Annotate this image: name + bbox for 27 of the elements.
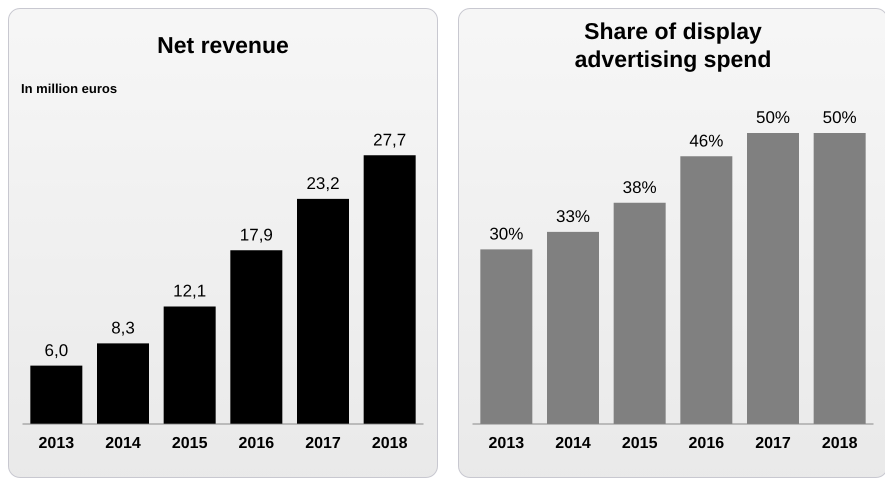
data-label: 50% (822, 108, 857, 128)
data-label: 33% (556, 207, 590, 226)
x-tick-label: 2015 (622, 434, 658, 452)
data-label: 17,9 (240, 225, 273, 244)
data-label: 12,1 (173, 282, 206, 301)
data-label: 8,3 (111, 318, 135, 338)
x-tick-label: 2014 (555, 434, 591, 452)
x-tick-label: 2018 (822, 434, 858, 452)
x-tick-label: 2016 (238, 434, 274, 452)
x-tick-label: 2016 (688, 434, 724, 452)
chart-subtitle: In million euros (21, 81, 118, 96)
x-tick-label: 2017 (755, 434, 791, 452)
data-label: 50% (756, 108, 790, 128)
chart-title: Net revenue (156, 31, 290, 60)
data-label: 6,0 (44, 340, 68, 360)
x-tick-label: 2017 (305, 434, 341, 452)
x-tick-label: 2013 (38, 434, 74, 452)
data-label: 30% (489, 224, 524, 244)
data-label: 38% (622, 178, 657, 197)
data-label: 23,2 (306, 174, 340, 194)
x-tick-label: 2013 (488, 434, 524, 452)
data-label: 46% (689, 131, 724, 150)
x-tick-label: 2018 (372, 434, 408, 452)
x-tick-label: 2015 (172, 434, 208, 452)
data-label: 27,7 (373, 130, 406, 150)
x-tick-label: 2014 (105, 434, 141, 452)
chart-title: Share of display advertising spend (574, 17, 772, 74)
